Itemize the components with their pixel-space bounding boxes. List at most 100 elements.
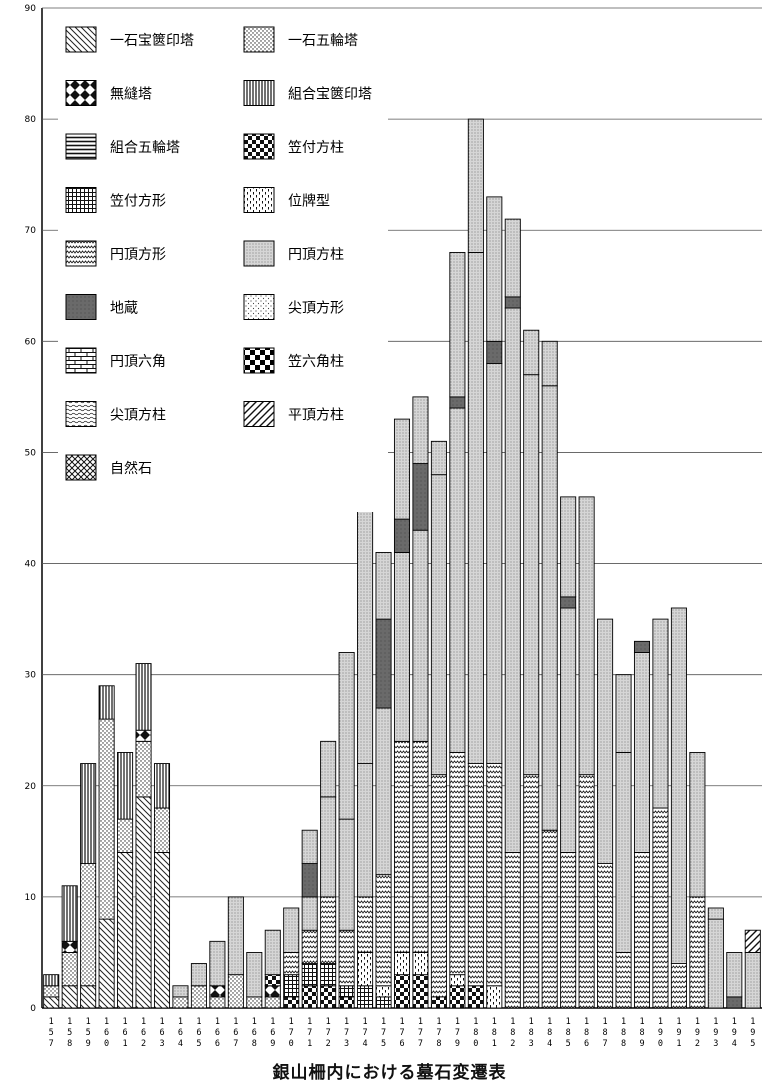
bar-segment [430, 440, 447, 476]
legend-swatch [243, 80, 275, 106]
bar-segment [357, 896, 374, 953]
y-tick-label: 50 [25, 448, 37, 458]
y-tick-label: 20 [25, 782, 37, 792]
y-tick-label: 80 [25, 115, 37, 125]
bar-segment [689, 751, 706, 898]
bar-segment [615, 951, 632, 1009]
legend-swatch [65, 294, 97, 320]
bar-segment [707, 907, 724, 920]
legend-label: 円頂方形 [110, 247, 166, 263]
legend-label: 一石宝篋印塔 [110, 32, 194, 49]
x-tick-label: 1730 [344, 1017, 349, 1050]
bar-segment [412, 974, 429, 1009]
y-tick-label: 40 [25, 560, 37, 570]
x-tick-label: 1740 [363, 1017, 368, 1050]
bar-segment [98, 718, 115, 920]
x-tick-label: 1770 [418, 1017, 423, 1050]
x-tick-label: 1580 [67, 1017, 72, 1050]
bar-segment [504, 307, 521, 853]
bar-segment [246, 996, 263, 1009]
x-tick-label: 1930 [713, 1017, 718, 1050]
x-tick-label: 1620 [141, 1017, 146, 1050]
bar-segment [689, 896, 706, 1009]
bar-segment [301, 829, 318, 865]
x-tick-label: 1780 [436, 1017, 441, 1050]
x-tick-label: 1810 [492, 1017, 497, 1050]
bar-segment [393, 518, 411, 553]
bar-segment [338, 929, 355, 987]
bar-segment [597, 618, 614, 865]
bar-segment [301, 985, 318, 1009]
x-tick-label: 1890 [639, 1017, 644, 1050]
bar-segment [375, 618, 392, 709]
bar-segment [486, 763, 503, 987]
bar-segment [467, 985, 484, 1009]
legend-label: 笠付方形 [110, 194, 166, 210]
y-tick-label: 60 [25, 337, 37, 347]
x-tick-label: 1910 [676, 1017, 681, 1050]
bar-segment [357, 763, 374, 898]
bar-segment [190, 963, 207, 987]
legend-label: 地蔵 [110, 301, 138, 317]
x-tick-label: 1860 [584, 1017, 589, 1050]
bar-segment [726, 951, 743, 998]
bar-segment [190, 985, 207, 1009]
legend-swatch [243, 240, 275, 267]
bar-segment [393, 974, 411, 1009]
bar-segment [172, 996, 189, 1009]
bar-segment [560, 596, 577, 609]
x-tick-label: 1640 [178, 1017, 183, 1050]
bar-segment [338, 996, 355, 1009]
chart-title: 銀山柵内における墓石変遷表 [272, 1063, 507, 1083]
bar-segment [560, 607, 577, 853]
bar-segment [412, 740, 429, 953]
bar-segment [393, 418, 411, 520]
bar-segment [320, 896, 337, 965]
bar-segment [227, 974, 244, 1009]
legend-label: 組合五輪塔 [110, 139, 180, 156]
legend-label: 笠付方柱 [288, 140, 344, 156]
bar-segment [652, 618, 669, 809]
x-tick-label: 1940 [732, 1017, 737, 1050]
bar-segment [412, 951, 429, 976]
x-tick-label: 1830 [529, 1017, 534, 1050]
bar-segment [375, 551, 392, 620]
bar-segment [449, 407, 466, 753]
legend-swatch [243, 26, 275, 53]
bar-segment [246, 951, 263, 998]
bar-segment [523, 329, 540, 376]
bar-segment [117, 751, 134, 820]
x-tick-label: 1840 [547, 1017, 552, 1050]
bar-segment [61, 951, 78, 987]
x-tick-label: 1720 [326, 1017, 331, 1050]
bar-segment [80, 863, 97, 987]
bar-segment [117, 818, 134, 853]
bar-segment [393, 951, 411, 976]
bar-segment [541, 385, 558, 831]
bar-segment [541, 340, 558, 387]
x-tick-label: 1900 [658, 1017, 663, 1050]
legend-swatch [65, 80, 97, 106]
bar-segment [670, 963, 687, 1009]
stacked-bar-chart: 0 10 20 30 40 50 60 70 80 90 1570 1580 1590 1600 1610… [25, 4, 762, 1050]
x-tick-label: 1950 [750, 1017, 755, 1050]
bar-segment [283, 907, 300, 953]
x-tick-label: 1700 [289, 1017, 294, 1050]
bar-segment [633, 640, 651, 653]
bar-segment [412, 529, 429, 742]
legend-swatch [243, 401, 275, 427]
bar-segment [43, 985, 60, 998]
bar-segment [670, 607, 687, 965]
legend-label: 一石五輪塔 [288, 32, 358, 49]
bar-segment [744, 929, 761, 953]
bar-segment [320, 796, 337, 898]
bar-segment [283, 996, 300, 1009]
bar-segment [320, 740, 337, 798]
bar-segment [541, 829, 558, 1009]
x-tick-label: 1750 [381, 1017, 386, 1050]
bar-segment [301, 929, 318, 965]
bar-segment [504, 851, 521, 1009]
legend-label: 組合宝篋印塔 [288, 86, 372, 103]
bar-segment [61, 885, 78, 942]
bar-segment [560, 851, 577, 1009]
